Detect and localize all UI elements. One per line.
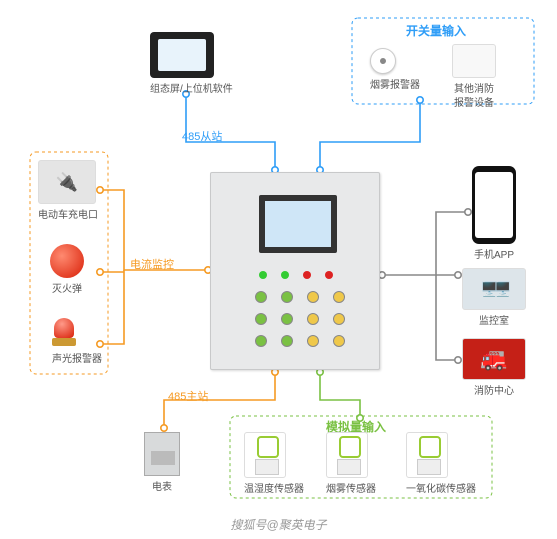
phone-icon — [472, 166, 516, 244]
smoke-sensor-icon — [326, 432, 368, 478]
co-sensor-label: 一氧化碳传感器 — [406, 480, 476, 495]
meter-icon — [144, 432, 180, 476]
other-fire-icon — [452, 44, 496, 78]
fire-station-node: 消防中心 — [462, 338, 526, 397]
hmi-label: 组态屏/上位机软件 — [150, 80, 233, 95]
hmi-node: 组态屏/上位机软件 — [150, 32, 233, 95]
charger-node: 电动车充电口 — [38, 160, 98, 221]
co-sensor-node: 一氧化碳传感器 — [406, 432, 476, 495]
master-485-label: 485主站 — [168, 388, 208, 404]
monitor-room-label: 监控室 — [462, 312, 526, 327]
temp-sensor-node: 温湿度传感器 — [244, 432, 304, 495]
smoke-sensor-node: 烟雾传感器 — [326, 432, 376, 495]
hmi-device — [150, 32, 214, 78]
other-fire-node: 其他消防 报警设备 — [452, 44, 496, 109]
switch-input-title: 开关量输入 — [406, 22, 466, 39]
diagram-stage: 开关量输入 模拟量输入 电流监控 485从站 485主站 组态屏/上位机软件 烟… — [0, 0, 557, 539]
branding-text: 搜狐号@聚英电子 — [0, 516, 557, 533]
meter-node: 电表 — [144, 432, 180, 493]
alarm-label: 声光报警器 — [52, 350, 102, 365]
alarm-icon — [52, 318, 76, 348]
panel-screen — [259, 195, 337, 253]
monitor-room-node: 监控室 — [462, 268, 526, 327]
fire-station-label: 消防中心 — [462, 382, 526, 397]
charger-label: 电动车充电口 — [38, 206, 98, 221]
temp-sensor-icon — [244, 432, 286, 478]
co-sensor-icon — [406, 432, 448, 478]
other-fire-label-1: 其他消防 — [452, 80, 496, 95]
control-panel — [210, 172, 380, 370]
phone-label: 手机APP — [472, 246, 516, 261]
fire-station-icon — [462, 338, 526, 380]
smoke-detector-label: 烟雾报警器 — [370, 76, 420, 91]
panel-leds — [259, 271, 333, 279]
phone-node: 手机APP — [472, 166, 516, 261]
current-monitor-label: 电流监控 — [130, 256, 174, 272]
meter-label: 电表 — [144, 478, 180, 493]
smoke-detector-node: 烟雾报警器 — [370, 48, 420, 91]
panel-buttons — [255, 291, 345, 347]
fireball-node: 灭火弹 — [50, 244, 84, 295]
charger-icon — [38, 160, 96, 204]
monitor-room-icon — [462, 268, 526, 310]
alarm-node: 声光报警器 — [52, 318, 102, 365]
fireball-label: 灭火弹 — [50, 280, 84, 295]
smoke-sensor-label: 烟雾传感器 — [326, 480, 376, 495]
smoke-detector-icon — [370, 48, 396, 74]
other-fire-label-2: 报警设备 — [452, 94, 496, 109]
fireball-icon — [50, 244, 84, 278]
temp-sensor-label: 温湿度传感器 — [244, 480, 304, 495]
slave-485-label: 485从站 — [182, 128, 222, 144]
